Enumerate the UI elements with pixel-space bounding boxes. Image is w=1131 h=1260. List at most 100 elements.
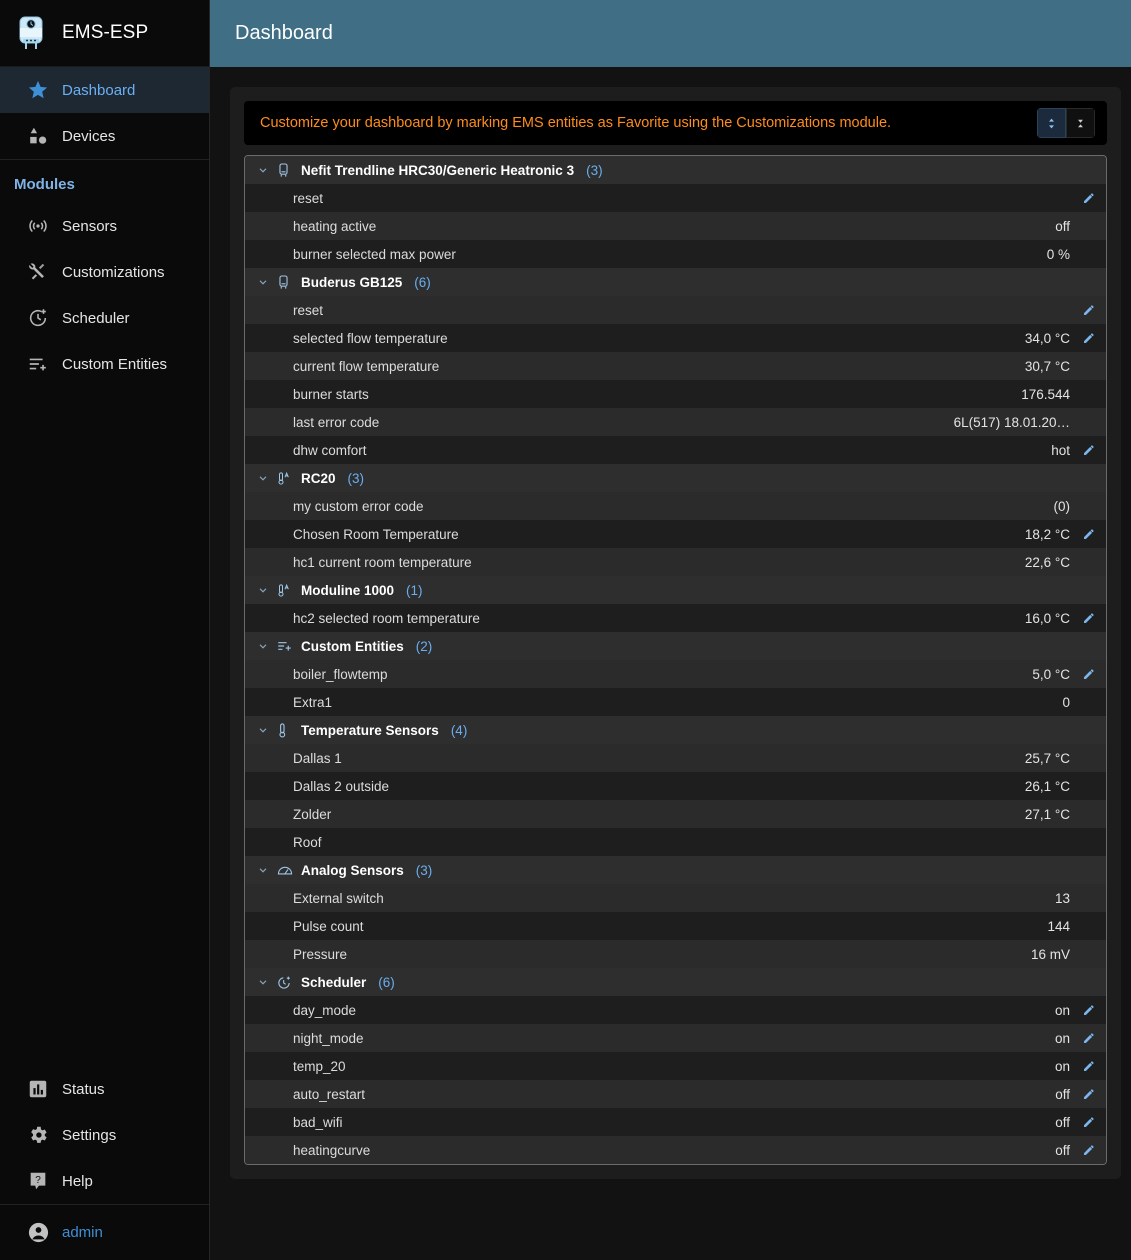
collapse-all-button[interactable] <box>1066 108 1095 138</box>
entity-row[interactable]: Chosen Room Temperature 18,2 °C <box>245 520 1106 548</box>
chevron-down-icon[interactable] <box>257 164 269 176</box>
entity-row[interactable]: auto_restart off <box>245 1080 1106 1108</box>
entity-row[interactable]: night_mode on <box>245 1024 1106 1052</box>
nav-divider <box>0 159 209 160</box>
chevron-down-icon[interactable] <box>257 976 269 988</box>
entity-row[interactable]: Extra1 0 <box>245 688 1106 716</box>
entity-row[interactable]: Pressure 16 mV <box>245 940 1106 968</box>
entity-name: selected flow temperature <box>293 330 448 346</box>
entity-row[interactable]: boiler_flowtemp 5,0 °C <box>245 660 1106 688</box>
chevron-down-icon[interactable] <box>257 640 269 652</box>
entity-row[interactable]: last error code 6L(517) 18.01.20… <box>245 408 1106 436</box>
entity-group-header[interactable]: Nefit Trendline HRC30/Generic Heatronic … <box>245 156 1106 184</box>
entity-value: 13 <box>1054 890 1070 906</box>
sidebar-item-label: Status <box>62 1080 105 1098</box>
entity-row[interactable]: Dallas 1 25,7 °C <box>245 744 1106 772</box>
edit-pencil-icon[interactable] <box>1072 1059 1096 1073</box>
sidebar-item-help[interactable]: ? Help <box>0 1158 209 1204</box>
chevron-down-icon[interactable] <box>257 724 269 736</box>
edit-pencil-icon[interactable] <box>1072 331 1096 345</box>
sidebar-item-settings[interactable]: Settings <box>0 1112 209 1158</box>
entity-name: reset <box>293 302 324 318</box>
entity-name: last error code <box>293 414 380 430</box>
edit-pencil-icon[interactable] <box>1072 1087 1096 1101</box>
entity-name: auto_restart <box>293 1086 366 1102</box>
chevron-down-icon[interactable] <box>257 584 269 596</box>
entity-group-header[interactable]: Moduline 1000 (1) <box>245 576 1106 604</box>
entity-name: Extra1 <box>293 694 333 710</box>
entity-group-header[interactable]: Scheduler (6) <box>245 968 1106 996</box>
edit-pencil-icon[interactable] <box>1072 191 1096 205</box>
entity-value: 16 mV <box>1030 946 1070 962</box>
entity-row[interactable]: burner starts 176.544 <box>245 380 1106 408</box>
entity-group-header[interactable]: RC20 (3) <box>245 464 1106 492</box>
edit-pencil-icon[interactable] <box>1072 1115 1096 1129</box>
customize-hint-text: Customize your dashboard by marking EMS … <box>260 115 892 131</box>
user-menu[interactable]: admin <box>0 1204 209 1260</box>
entity-row[interactable]: temp_20 on <box>245 1052 1106 1080</box>
entity-row[interactable]: Zolder 27,1 °C <box>245 800 1106 828</box>
entity-value: hot <box>1051 442 1070 458</box>
entity-row[interactable]: current flow temperature 30,7 °C <box>245 352 1106 380</box>
chevron-down-icon[interactable] <box>257 276 269 288</box>
entity-group-count: (6) <box>378 974 395 990</box>
entity-row[interactable]: dhw comfort hot <box>245 436 1106 464</box>
entity-row[interactable]: Pulse count 144 <box>245 912 1106 940</box>
edit-pencil-icon[interactable] <box>1072 667 1096 681</box>
entity-group-header[interactable]: Custom Entities (2) <box>245 632 1106 660</box>
entity-value: on <box>1054 1030 1070 1046</box>
sidebar-item-label: Sensors <box>62 217 118 235</box>
entity-row[interactable]: burner selected max power 0 % <box>245 240 1106 268</box>
entity-group-count: (1) <box>406 582 423 598</box>
entity-group-header[interactable]: Analog Sensors (3) <box>245 856 1106 884</box>
entity-row[interactable]: Roof <box>245 828 1106 856</box>
entity-name: boiler_flowtemp <box>293 666 388 682</box>
entity-name: reset <box>293 190 324 206</box>
entity-value: 22,6 °C <box>1024 554 1070 570</box>
sidebar-item-sensors[interactable]: Sensors <box>0 203 209 249</box>
entity-row[interactable]: selected flow temperature 34,0 °C <box>245 324 1106 352</box>
edit-pencil-icon[interactable] <box>1072 527 1096 541</box>
content: Customize your dashboard by marking EMS … <box>210 67 1131 1199</box>
entity-row[interactable]: hc1 current room temperature 22,6 °C <box>245 548 1106 576</box>
edit-pencil-icon[interactable] <box>1072 443 1096 457</box>
edit-pencil-icon[interactable] <box>1072 611 1096 625</box>
edit-pencil-icon[interactable] <box>1072 303 1096 317</box>
entity-row[interactable]: my custom error code (0) <box>245 492 1106 520</box>
edit-pencil-icon[interactable] <box>1072 1143 1096 1157</box>
dashboard-card: Customize your dashboard by marking EMS … <box>230 87 1121 1179</box>
entity-row[interactable]: reset <box>245 296 1106 324</box>
sidebar-item-label: Customizations <box>62 263 165 281</box>
entity-row[interactable]: hc2 selected room temperature 16,0 °C <box>245 604 1106 632</box>
entity-group-name: Custom Entities <box>301 638 404 654</box>
entity-value: off <box>1055 1086 1070 1102</box>
entity-row[interactable]: Dallas 2 outside 26,1 °C <box>245 772 1106 800</box>
entity-group-header[interactable]: Buderus GB125 (6) <box>245 268 1106 296</box>
entity-value: 30,7 °C <box>1024 358 1070 374</box>
entity-name: burner selected max power <box>293 246 456 262</box>
entity-value: 5,0 °C <box>1032 666 1070 682</box>
sidebar-item-devices[interactable]: Devices <box>0 113 209 159</box>
star-icon <box>14 79 62 101</box>
entity-name: burner starts <box>293 386 369 402</box>
entity-row[interactable]: heatingcurve off <box>245 1136 1106 1164</box>
edit-pencil-icon[interactable] <box>1072 1003 1096 1017</box>
entity-row[interactable]: day_mode on <box>245 996 1106 1024</box>
entity-row[interactable]: heating active off <box>245 212 1106 240</box>
entity-row[interactable]: reset <box>245 184 1106 212</box>
entity-group-header[interactable]: Temperature Sensors (4) <box>245 716 1106 744</box>
entity-group-count: (4) <box>450 722 468 738</box>
sidebar-item-dashboard[interactable]: Dashboard <box>0 67 209 113</box>
edit-pencil-icon[interactable] <box>1072 1031 1096 1045</box>
sidebar-item-scheduler[interactable]: Scheduler <box>0 295 209 341</box>
entity-row[interactable]: bad_wifi off <box>245 1108 1106 1136</box>
entity-table: Nefit Trendline HRC30/Generic Heatronic … <box>244 155 1107 1165</box>
expand-all-button[interactable] <box>1037 108 1066 138</box>
sidebar-item-status[interactable]: Status <box>0 1066 209 1112</box>
chevron-down-icon[interactable] <box>257 472 269 484</box>
list-plus-icon <box>277 639 293 653</box>
sidebar-item-customizations[interactable]: Customizations <box>0 249 209 295</box>
entity-row[interactable]: External switch 13 <box>245 884 1106 912</box>
sidebar-item-custom-entities[interactable]: Custom Entities <box>0 341 209 387</box>
chevron-down-icon[interactable] <box>257 864 269 876</box>
